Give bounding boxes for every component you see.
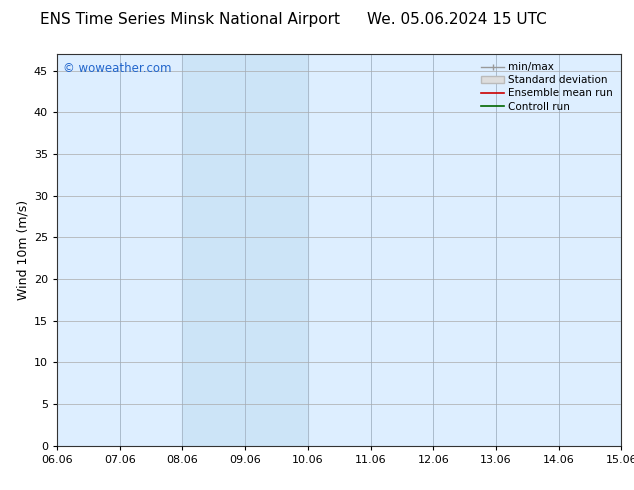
Text: ENS Time Series Minsk National Airport: ENS Time Series Minsk National Airport xyxy=(40,12,340,27)
Bar xyxy=(621,54,634,446)
Legend: min/max, Standard deviation, Ensemble mean run, Controll run: min/max, Standard deviation, Ensemble me… xyxy=(478,59,616,115)
Text: We. 05.06.2024 15 UTC: We. 05.06.2024 15 UTC xyxy=(366,12,547,27)
Text: © woweather.com: © woweather.com xyxy=(63,62,171,75)
Y-axis label: Wind 10m (m/s): Wind 10m (m/s) xyxy=(16,200,30,300)
Bar xyxy=(183,54,308,446)
